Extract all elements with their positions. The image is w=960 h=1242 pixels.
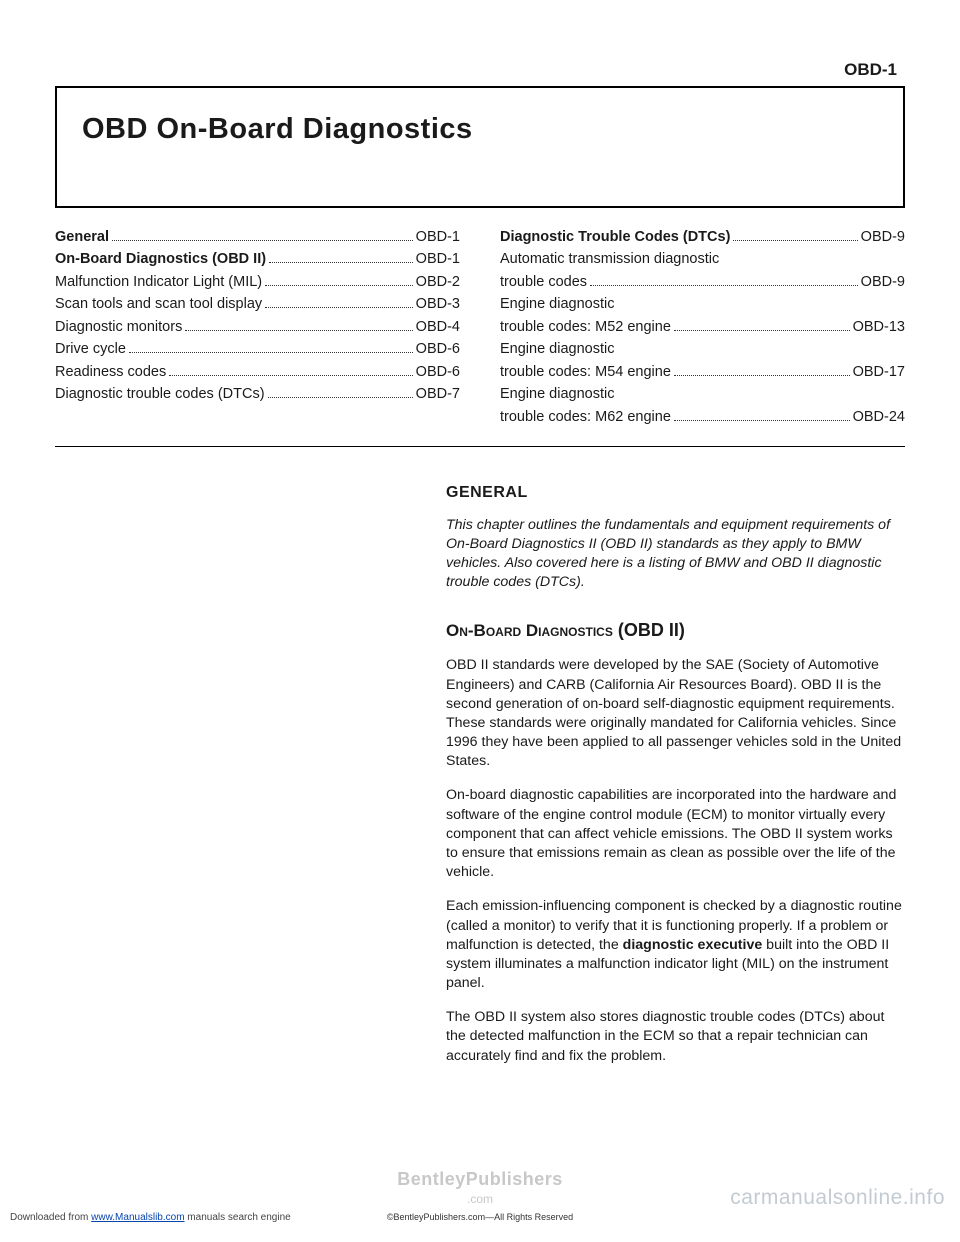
general-paragraph: This chapter outlines the fundamentals a…: [446, 516, 905, 593]
toc-page: OBD-17: [853, 361, 905, 383]
chapter-title: OBD On-Board Diagnostics: [82, 113, 878, 146]
toc-entry-line1: Engine diagnostic: [500, 338, 905, 360]
toc-entry-line1: Automatic transmission diagnostic: [500, 248, 905, 270]
toc-label: trouble codes: M62 engine: [500, 406, 671, 428]
toc-entry: General OBD-1: [55, 226, 460, 248]
toc-label: trouble codes: [500, 271, 587, 293]
toc-entry: Diagnostic trouble codes (DTCs) OBD-7: [55, 383, 460, 405]
toc-leader-dots: [590, 285, 858, 286]
toc-entry: Diagnostic monitors OBD-4: [55, 316, 460, 338]
toc-page: OBD-9: [861, 226, 905, 248]
toc-entry: Scan tools and scan tool display OBD-3: [55, 293, 460, 315]
title-box: OBD On-Board Diagnostics: [55, 86, 905, 208]
site-watermark: carmanualsonline.info: [730, 1186, 945, 1210]
separator-rule: [55, 446, 905, 447]
obd-paragraph-4: The OBD II system also stores diagnostic…: [446, 1008, 905, 1066]
toc-entry: Drive cycle OBD-6: [55, 338, 460, 360]
toc-label: Drive cycle: [55, 338, 126, 360]
toc-left-column: GeneralOBD-1On-Board Diagnostics (OBD II…: [55, 226, 460, 428]
toc-leader-dots: [265, 285, 413, 286]
toc-label: Automatic transmission diagnostic: [500, 248, 719, 270]
obd-heading-sc: On-Board Diagnostics: [446, 621, 613, 640]
toc-page: OBD-9: [861, 271, 905, 293]
toc-page: OBD-13: [853, 316, 905, 338]
toc-leader-dots: [169, 375, 412, 376]
diagnostic-executive-term: diagnostic executive: [623, 937, 763, 953]
toc-leader-dots: [674, 330, 850, 331]
toc-page: OBD-6: [416, 361, 460, 383]
toc-entry: On-Board Diagnostics (OBD II) OBD-1: [55, 248, 460, 270]
body-content: GENERAL This chapter outlines the fundam…: [446, 482, 905, 1065]
toc-entry: Diagnostic Trouble Codes (DTCs) OBD-9: [500, 226, 905, 248]
obd-paragraph-2: On-board diagnostic capabilities are inc…: [446, 786, 905, 882]
general-text: This chapter outlines the fundamentals a…: [446, 517, 890, 591]
toc-label: Diagnostic monitors: [55, 316, 182, 338]
toc-leader-dots: [185, 330, 412, 331]
toc-label: On-Board Diagnostics (OBD II): [55, 248, 266, 270]
toc-right-column: Diagnostic Trouble Codes (DTCs) OBD-9 Auto…: [500, 226, 905, 428]
toc-leader-dots: [112, 240, 413, 241]
toc-label: trouble codes: M54 engine: [500, 361, 671, 383]
general-heading: GENERAL: [446, 482, 905, 504]
toc-label: Engine diagnostic: [500, 293, 614, 315]
toc-label: Diagnostic trouble codes (DTCs): [55, 383, 265, 405]
toc-entry: trouble codes: M52 engine OBD-13: [500, 316, 905, 338]
obd-heading: On-Board Diagnostics (OBD II): [446, 618, 905, 643]
toc-leader-dots: [733, 240, 857, 241]
toc-leader-dots: [129, 352, 413, 353]
toc-leader-dots: [269, 262, 413, 263]
toc-page: OBD-1: [416, 248, 460, 270]
toc-page: OBD-6: [416, 338, 460, 360]
toc-entry: trouble codes: M62 engine OBD-24: [500, 406, 905, 428]
toc-page: OBD-1: [416, 226, 460, 248]
toc-label: Engine diagnostic: [500, 338, 614, 360]
toc-label: Engine diagnostic: [500, 383, 614, 405]
dl-prefix: Downloaded from: [10, 1212, 91, 1223]
obd-heading-bold: (OBD II): [613, 620, 685, 640]
obd-paragraph-3: Each emission-influencing component is c…: [446, 897, 905, 993]
toc-leader-dots: [674, 375, 850, 376]
toc-entry-line1: Engine diagnostic: [500, 383, 905, 405]
toc-page: OBD-4: [416, 316, 460, 338]
toc-label: General: [55, 226, 109, 248]
manualslib-link[interactable]: www.Manualslib.com: [91, 1212, 184, 1223]
page-number-header: OBD-1: [55, 60, 905, 80]
toc-entry-line1: Engine diagnostic: [500, 293, 905, 315]
toc-page: OBD-24: [853, 406, 905, 428]
toc-page: OBD-3: [416, 293, 460, 315]
table-of-contents: GeneralOBD-1On-Board Diagnostics (OBD II…: [55, 226, 905, 428]
toc-label: Readiness codes: [55, 361, 166, 383]
toc-label: Malfunction Indicator Light (MIL): [55, 271, 262, 293]
toc-label: Diagnostic Trouble Codes (DTCs): [500, 226, 730, 248]
toc-page: OBD-7: [416, 383, 460, 405]
obd-paragraph-1: OBD II standards were developed by the S…: [446, 656, 905, 771]
toc-page: OBD-2: [416, 271, 460, 293]
toc-entry: trouble codes: M54 engine OBD-17: [500, 361, 905, 383]
toc-leader-dots: [674, 420, 850, 421]
toc-label: trouble codes: M52 engine: [500, 316, 671, 338]
toc-leader-dots: [268, 397, 413, 398]
page-footer: BentleyPublishers .com Downloaded from w…: [0, 1169, 960, 1222]
toc-label: Scan tools and scan tool display: [55, 293, 262, 315]
toc-entry: trouble codes OBD-9: [500, 271, 905, 293]
toc-entry: Malfunction Indicator Light (MIL) OBD-2: [55, 271, 460, 293]
toc-leader-dots: [265, 307, 413, 308]
dl-suffix: manuals search engine: [185, 1212, 291, 1223]
toc-entry: Readiness codes OBD-6: [55, 361, 460, 383]
